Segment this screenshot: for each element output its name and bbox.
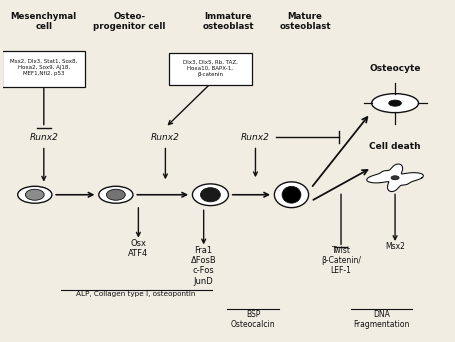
Ellipse shape bbox=[282, 186, 301, 203]
Ellipse shape bbox=[18, 186, 52, 203]
Ellipse shape bbox=[274, 182, 308, 208]
Polygon shape bbox=[367, 164, 424, 192]
Text: Osteocyte: Osteocyte bbox=[369, 64, 421, 73]
Text: Runx2: Runx2 bbox=[30, 133, 58, 142]
Text: Twist
β-Catenin/
LEF-1: Twist β-Catenin/ LEF-1 bbox=[321, 246, 361, 275]
Text: Dlx3, Dlx5, Rb, TAZ,
Hoxa10, BAPX-1,
β-catenin: Dlx3, Dlx5, Rb, TAZ, Hoxa10, BAPX-1, β-c… bbox=[183, 60, 238, 77]
Text: DNA
Fragmentation: DNA Fragmentation bbox=[354, 310, 410, 329]
Text: Runx2: Runx2 bbox=[241, 133, 270, 142]
Ellipse shape bbox=[201, 188, 220, 202]
Text: BSP
Osteocalcin: BSP Osteocalcin bbox=[231, 310, 276, 329]
Text: ALP, Collagen type I, osteopontin: ALP, Collagen type I, osteopontin bbox=[76, 291, 196, 298]
FancyBboxPatch shape bbox=[169, 53, 252, 86]
Ellipse shape bbox=[391, 176, 399, 180]
Text: Osx
ATF4: Osx ATF4 bbox=[128, 239, 148, 258]
Ellipse shape bbox=[99, 186, 133, 203]
FancyBboxPatch shape bbox=[2, 51, 86, 87]
Text: Cell death: Cell death bbox=[369, 142, 421, 150]
Ellipse shape bbox=[25, 189, 44, 200]
Text: Msx2: Msx2 bbox=[385, 242, 405, 251]
Text: Runx2: Runx2 bbox=[151, 133, 180, 142]
Ellipse shape bbox=[389, 100, 401, 106]
Ellipse shape bbox=[106, 189, 125, 200]
Text: Fra1
ΔFosB
c-Fos
JunD: Fra1 ΔFosB c-Fos JunD bbox=[191, 246, 217, 286]
Text: Osteo-
progenitor cell: Osteo- progenitor cell bbox=[93, 12, 166, 31]
Text: Msx2, Dlx3, Stat1, Sox8,
Hoxa2, Sox9, Aj18,
MEF1,Nfi2, p53: Msx2, Dlx3, Stat1, Sox8, Hoxa2, Sox9, Aj… bbox=[10, 59, 77, 76]
Text: Mature
osteoblast: Mature osteoblast bbox=[279, 12, 331, 31]
Text: Immature
osteoblast: Immature osteoblast bbox=[202, 12, 254, 31]
Text: Mesenchymal
cell: Mesenchymal cell bbox=[11, 12, 77, 31]
Ellipse shape bbox=[192, 184, 228, 206]
Ellipse shape bbox=[372, 94, 419, 113]
